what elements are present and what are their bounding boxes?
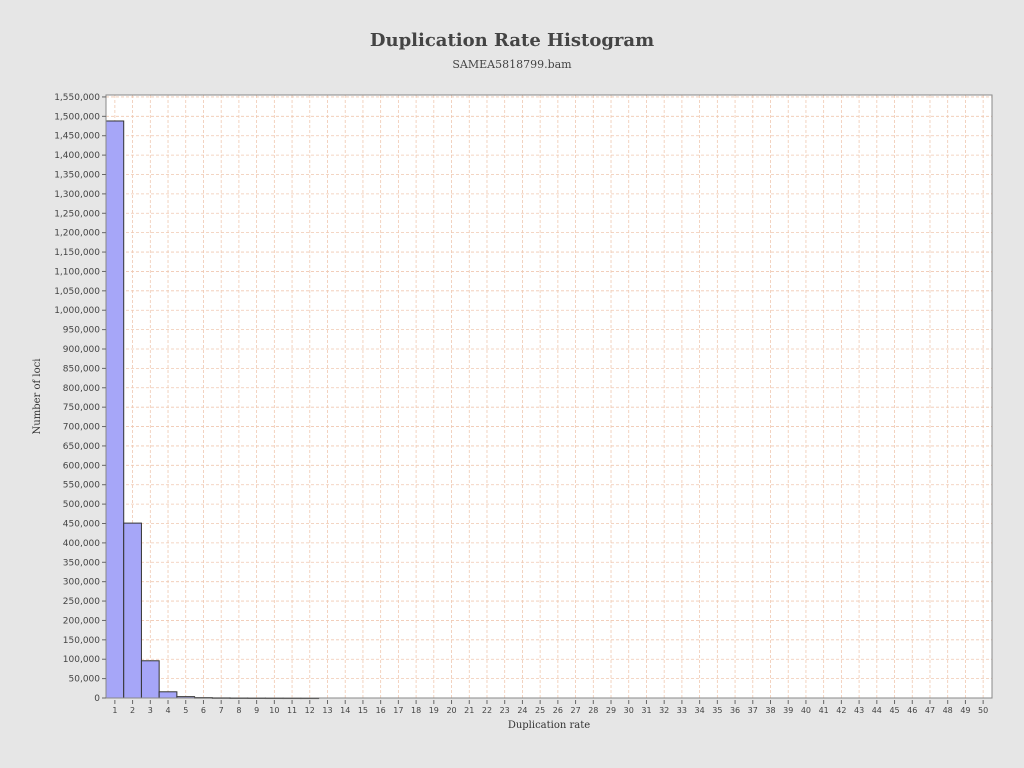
x-tick-label: 33 (677, 706, 687, 715)
x-tick-label: 34 (695, 706, 705, 715)
x-axis: 1 2 3 4 5 6 7 8 9 10 11 12 13 14 15 16 17 18 19 20 21 22 23 24 2… (112, 700, 988, 715)
x-tick-label: 23 (500, 706, 510, 715)
x-tick-label: 4 (165, 706, 170, 715)
x-tick-label: 28 (588, 706, 598, 715)
x-tick-label: 8 (236, 706, 241, 715)
x-tick-label: 38 (765, 706, 775, 715)
x-tick-label: 24 (517, 706, 527, 715)
y-tick-label: 400,000 (63, 539, 100, 549)
x-tick-label: 44 (872, 706, 882, 715)
x-tick-label: 20 (446, 706, 456, 715)
chart-title: Duplication Rate Histogram (369, 30, 655, 51)
x-tick-label: 12 (305, 706, 315, 715)
x-tick-label: 15 (358, 706, 368, 715)
x-tick-label: 41 (819, 706, 829, 715)
x-tick-label: 42 (836, 706, 846, 715)
x-tick-label: 2 (130, 706, 135, 715)
x-tick-label: 39 (783, 706, 793, 715)
y-tick-label: 750,000 (63, 403, 100, 413)
x-tick-label: 36 (730, 706, 740, 715)
x-tick-label: 35 (712, 706, 722, 715)
x-tick-label: 50 (978, 706, 988, 715)
y-axis-title: Number of loci (32, 359, 43, 435)
y-tick-label: 1,250,000 (54, 209, 100, 219)
chart-subtitle: SAMEA5818799.bam (452, 58, 572, 71)
x-tick-label: 40 (801, 706, 811, 715)
y-tick-label: 900,000 (63, 345, 100, 355)
x-tick-label: 32 (659, 706, 669, 715)
y-tick-label: 1,350,000 (54, 170, 100, 180)
y-tick-label: 950,000 (63, 326, 100, 336)
x-tick-label: 11 (287, 706, 297, 715)
y-tick-label: 200,000 (63, 616, 100, 626)
x-tick-label: 10 (269, 706, 279, 715)
y-tick-label: 1,100,000 (54, 267, 100, 277)
bar-2 (123, 522, 142, 699)
y-tick-label: 800,000 (63, 384, 100, 394)
x-tick-label: 1 (112, 706, 117, 715)
x-tick-label: 31 (641, 706, 651, 715)
x-tick-label: 43 (854, 706, 864, 715)
y-tick-label: 1,450,000 (54, 132, 100, 142)
grid-lines (106, 95, 992, 699)
x-tick-label: 13 (322, 706, 332, 715)
x-tick-label: 47 (925, 706, 935, 715)
x-tick-label: 9 (254, 706, 259, 715)
x-tick-label: 29 (606, 706, 616, 715)
x-tick-label: 22 (482, 706, 492, 715)
y-tick-label: 1,300,000 (54, 190, 100, 200)
y-tick-label: 1,500,000 (54, 112, 100, 122)
y-tick-label: 250,000 (63, 597, 100, 607)
y-tick-label: 700,000 (63, 423, 100, 433)
x-tick-label: 37 (748, 706, 758, 715)
y-tick-label: 1,200,000 (54, 229, 100, 239)
x-tick-label: 19 (429, 706, 439, 715)
x-tick-label: 14 (340, 706, 350, 715)
y-tick-label: 1,000,000 (54, 306, 100, 316)
y-tick-label: 650,000 (63, 442, 100, 452)
y-tick-label: 450,000 (63, 519, 100, 529)
x-tick-label: 6 (201, 706, 206, 715)
plot-border (105, 94, 993, 699)
y-tick-label: 550,000 (63, 481, 100, 491)
x-tick-label: 25 (535, 706, 545, 715)
x-tick-label: 18 (411, 706, 421, 715)
y-tick-label: 350,000 (63, 558, 100, 568)
x-tick-label: 49 (960, 706, 970, 715)
bar-4 (158, 691, 178, 699)
x-axis-title: Duplication rate (508, 720, 590, 731)
y-tick-label: 850,000 (63, 364, 100, 374)
y-tick-label: 600,000 (63, 461, 100, 471)
y-tick-label: 50,000 (69, 675, 101, 685)
x-tick-label: 17 (393, 706, 403, 715)
bar-1 (105, 120, 125, 699)
y-tick-label: 300,000 (63, 578, 100, 588)
x-tick-label: 26 (553, 706, 563, 715)
y-tick-label: 1,050,000 (54, 287, 100, 297)
x-tick-label: 7 (219, 706, 224, 715)
y-tick-label: 1,400,000 (54, 151, 100, 161)
x-tick-label: 3 (148, 706, 153, 715)
x-tick-label: 30 (624, 706, 634, 715)
y-tick-label: 1,150,000 (54, 248, 100, 258)
y-tick-label: 150,000 (63, 636, 100, 646)
y-axis: 0 50,000 100,000 150,000 200,000 250,000 300,0… (54, 93, 106, 704)
x-tick-label: 45 (889, 706, 899, 715)
x-tick-label: 27 (570, 706, 580, 715)
x-tick-label: 48 (943, 706, 953, 715)
y-tick-label: 100,000 (63, 655, 100, 665)
x-tick-label: 5 (183, 706, 188, 715)
plot-area (106, 95, 992, 698)
x-tick-label: 16 (376, 706, 386, 715)
x-tick-label: 46 (907, 706, 917, 715)
y-tick-label: 0 (94, 694, 100, 704)
bar-3 (140, 660, 160, 699)
y-tick-label: 1,550,000 (54, 93, 100, 103)
y-tick-label: 500,000 (63, 500, 100, 510)
x-tick-label: 21 (464, 706, 474, 715)
